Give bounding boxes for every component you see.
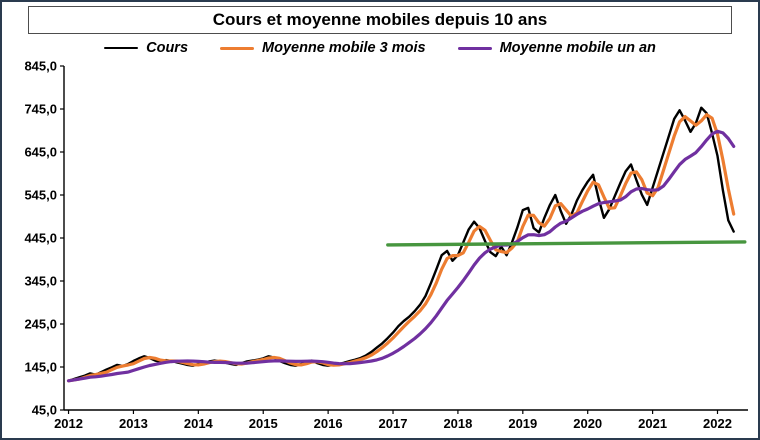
x-tick-label: 2017	[379, 416, 408, 431]
y-tick-label: 545,0	[24, 188, 57, 203]
y-tick-label: 645,0	[24, 145, 57, 160]
x-tick-label: 2021	[638, 416, 667, 431]
x-tick-label: 2018	[443, 416, 472, 431]
x-tick-label: 2019	[508, 416, 537, 431]
y-tick-label: 145,0	[24, 360, 57, 375]
legend-label-cours: Cours	[146, 40, 189, 57]
legend-item-moyenne-mobile-3-mois: Moyenne mobile 3 mois	[220, 40, 426, 56]
reference-level-line	[386, 240, 747, 247]
chart-legend: Cours Moyenne mobile 3 mois Moyenne mobi…	[2, 37, 758, 59]
cours-line-swatch-icon	[104, 47, 139, 50]
y-tick-label: 45,0	[32, 403, 57, 418]
chart-title: Cours et moyenne mobiles depuis 10 ans	[28, 6, 732, 35]
moving-average-3-months-swatch-icon	[220, 46, 255, 50]
legend-label-moyenne-mobile-un-an: Moyenne mobile un an	[499, 40, 656, 57]
y-tick-label: 745,0	[24, 102, 57, 117]
x-tick-label: 2012	[54, 416, 83, 431]
moving-average-1-year-swatch-icon	[457, 46, 492, 50]
moving-average-3-months-line	[66, 113, 736, 383]
legend-item-moyenne-mobile-un-an: Moyenne mobile un an	[457, 40, 656, 57]
x-tick-label: 2013	[119, 416, 148, 431]
y-tick-label: 245,0	[24, 317, 57, 332]
y-tick-label: 445,0	[24, 231, 57, 246]
x-tick-label: 2014	[184, 416, 214, 431]
y-tick-label: 345,0	[24, 274, 57, 289]
x-tick-label: 2016	[314, 416, 343, 431]
chart-plot-area: 45,0 145,0 245,0 345,0 445,0 545,0 645,0 745,0 8…	[24, 60, 748, 431]
x-tick-label: 2022	[703, 416, 732, 431]
legend-item-cours: Cours	[104, 40, 188, 56]
x-tick-label: 2020	[573, 416, 602, 431]
moving-average-1-year-line	[66, 129, 736, 383]
legend-label-moyenne-mobile-3-mois: Moyenne mobile 3 mois	[262, 40, 426, 57]
y-tick-label: 845,0	[24, 60, 57, 74]
x-tick-label: 2015	[249, 416, 278, 431]
